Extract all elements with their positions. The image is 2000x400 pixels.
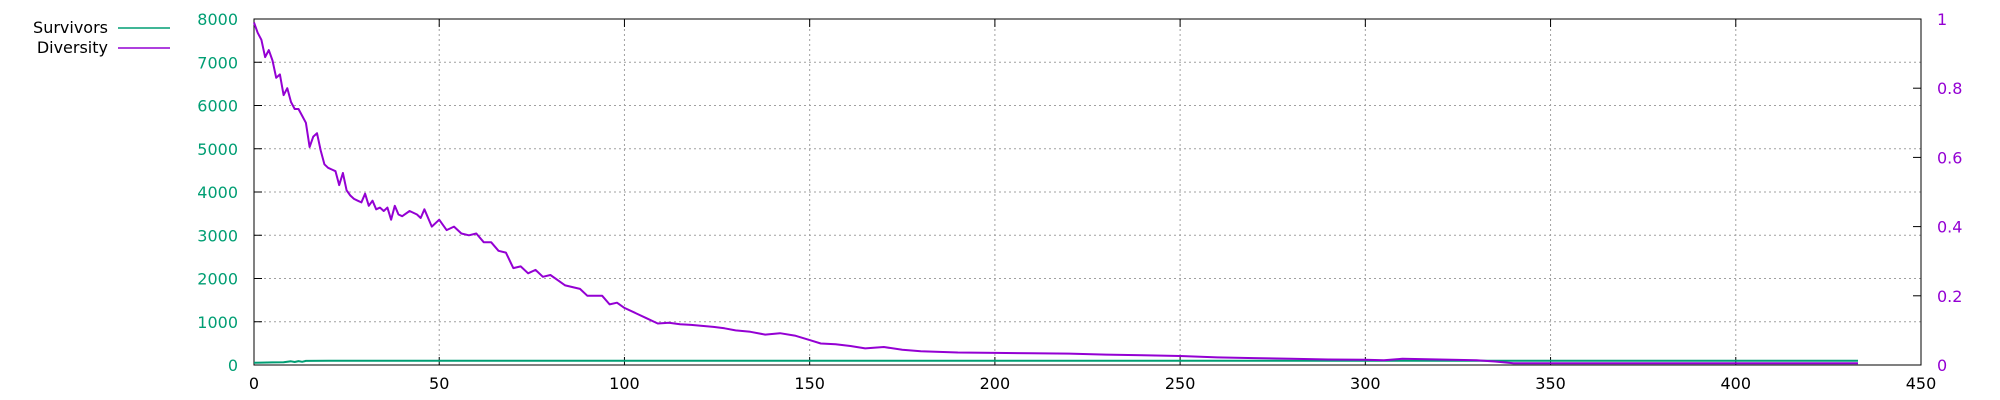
x-tick-label: 150: [794, 374, 825, 393]
x-tick-label: 450: [1906, 374, 1937, 393]
right-tick-label: 0.8: [1937, 79, 1962, 98]
x-tick-label: 50: [429, 374, 449, 393]
left-axis-ticks: 0 1000 2000 3000 4000 5000 6000 7000 8000: [197, 10, 262, 375]
left-tick-label: 4000: [197, 183, 238, 202]
right-tick-label: 0: [1937, 356, 1947, 375]
x-tick-label: 200: [980, 374, 1011, 393]
series-layer: [253, 22, 1858, 365]
right-tick-label: 1: [1937, 10, 1947, 29]
x-axis-ticks: 0 50 100 150 200 250 300 350 400 450: [249, 19, 1936, 393]
legend: Survivors Diversity: [33, 18, 170, 57]
left-tick-label: 2000: [197, 270, 238, 289]
x-tick-label: 250: [1165, 374, 1196, 393]
left-tick-label: 1000: [197, 313, 238, 332]
series-line-survivors: [253, 359, 1858, 364]
left-tick-label: 6000: [197, 97, 238, 116]
left-tick-label: 7000: [197, 53, 238, 72]
right-tick-label: 0.4: [1937, 218, 1962, 237]
legend-label-survivors: Survivors: [33, 18, 108, 37]
right-axis-ticks: 0 0.2 0.4 0.6 0.8 1: [1913, 10, 1962, 375]
x-tick-label: 100: [609, 374, 640, 393]
right-tick-label: 0.6: [1937, 148, 1962, 167]
legend-label-diversity: Diversity: [37, 38, 108, 57]
left-tick-label: 0: [228, 356, 238, 375]
series-line-diversity: [253, 22, 1858, 365]
grid-lines: [254, 19, 1921, 365]
left-tick-label: 3000: [197, 226, 238, 245]
right-tick-label: 0.2: [1937, 287, 1962, 306]
x-tick-label: 0: [249, 374, 259, 393]
x-tick-label: 350: [1535, 374, 1566, 393]
x-tick-label: 400: [1721, 374, 1752, 393]
left-tick-label: 8000: [197, 10, 238, 29]
left-tick-label: 5000: [197, 140, 238, 159]
x-tick-label: 300: [1350, 374, 1381, 393]
